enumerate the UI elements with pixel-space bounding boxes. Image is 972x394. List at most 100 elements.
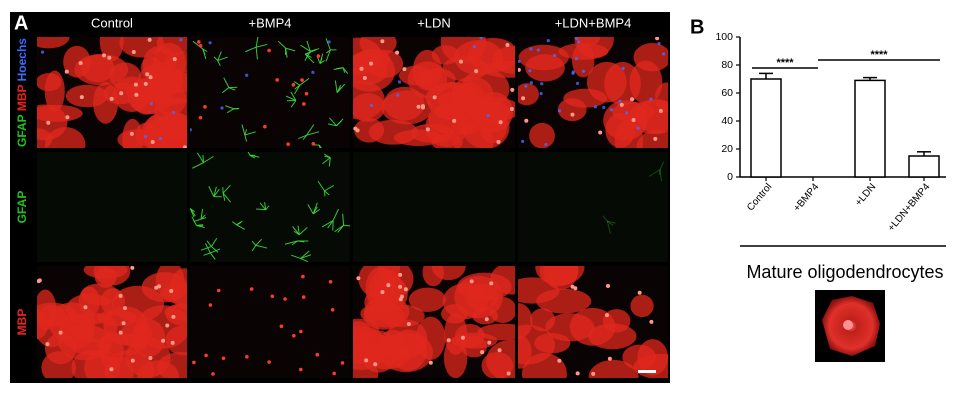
mbp-dot xyxy=(332,372,336,376)
nucleus xyxy=(537,48,540,51)
mbp-core xyxy=(429,361,433,365)
mbp-dot xyxy=(302,295,306,299)
mbp-core xyxy=(404,287,408,291)
nucleus xyxy=(159,137,162,140)
mbp-core xyxy=(144,82,148,86)
mbp-core xyxy=(83,305,87,309)
mbp-core xyxy=(134,93,138,97)
mbp-dot xyxy=(283,297,287,301)
nucleus xyxy=(540,82,543,85)
nucleus xyxy=(245,74,248,77)
gfap-process xyxy=(203,155,204,163)
nucleus xyxy=(622,67,625,70)
mbp-dot xyxy=(317,54,321,58)
mbp-core xyxy=(399,297,403,301)
mbp-core xyxy=(608,357,612,361)
mbp-dot xyxy=(204,354,208,358)
column-label: +LDN+BMP4 xyxy=(555,15,632,30)
nucleus xyxy=(528,69,531,72)
mbp-core xyxy=(46,121,50,125)
nucleus xyxy=(610,108,613,111)
x-tick-label: Control xyxy=(745,182,774,214)
micro-image xyxy=(190,37,350,148)
mbp-core xyxy=(421,104,425,108)
mbp-core xyxy=(506,43,510,47)
mbp-core xyxy=(398,273,402,277)
mbp-core xyxy=(470,279,474,283)
mbp-core xyxy=(353,127,357,131)
mbp-core xyxy=(122,321,126,325)
nucleus xyxy=(398,80,401,83)
row-label-part: GFAP xyxy=(15,191,29,224)
mbp-cell xyxy=(409,288,446,312)
significance-label: **** xyxy=(776,57,794,69)
bar xyxy=(855,80,885,177)
nucleus xyxy=(144,135,147,138)
row-label-part: GFAP xyxy=(15,114,29,147)
mbp-core xyxy=(145,72,149,76)
mbp-dot xyxy=(209,303,213,307)
mbp-dot xyxy=(250,287,254,291)
scale-bar xyxy=(638,370,656,373)
nucleus xyxy=(582,70,585,73)
mbp-core xyxy=(653,137,657,141)
mbp-core xyxy=(426,127,430,131)
mbp-cell xyxy=(93,82,118,124)
nucleus xyxy=(657,42,660,45)
mbp-cell xyxy=(81,283,119,305)
mbp-core xyxy=(402,67,406,71)
mbp-core xyxy=(119,294,123,298)
bar xyxy=(909,156,939,177)
mbp-core xyxy=(171,315,175,319)
mbp-dot xyxy=(292,83,296,87)
mbp-core xyxy=(659,109,663,113)
mbp-cell xyxy=(359,331,398,373)
mbp-dot xyxy=(299,368,303,372)
mbp-cell xyxy=(461,336,487,358)
mbp-dot xyxy=(300,78,304,82)
mbp-cell xyxy=(558,98,587,121)
mbp-core xyxy=(605,313,609,317)
mbp-core xyxy=(480,350,484,354)
mbp-core xyxy=(119,91,123,95)
mbp-dot xyxy=(302,102,306,106)
mbp-dot xyxy=(280,324,284,328)
mbp-cell xyxy=(630,295,653,317)
mbp-core xyxy=(407,322,411,326)
mbp-core xyxy=(620,103,624,107)
mbp-core xyxy=(130,266,134,270)
panel-label: B xyxy=(690,16,704,38)
mbp-cell xyxy=(622,345,656,370)
mbp-core xyxy=(107,56,111,60)
nucleus xyxy=(576,82,579,85)
x-tick-label: +LDN+BMP4 xyxy=(886,181,933,234)
mbp-cell xyxy=(154,82,187,115)
mbp-core xyxy=(45,342,49,346)
mbp-core xyxy=(499,120,503,124)
nucleus xyxy=(150,102,153,105)
nucleus xyxy=(172,111,175,114)
mbp-dot xyxy=(312,142,316,146)
mbp-core xyxy=(573,286,577,290)
nucleus xyxy=(571,72,574,75)
mbp-core xyxy=(80,95,84,99)
mbp-core xyxy=(591,372,595,376)
mbp-dot xyxy=(301,275,305,279)
nucleus xyxy=(662,52,665,55)
nucleus xyxy=(396,93,399,96)
gfap-process xyxy=(659,170,660,175)
mbp-core xyxy=(364,358,368,362)
mbp-dot xyxy=(211,372,215,376)
mbp-cell xyxy=(636,99,676,133)
mbp-core xyxy=(447,338,451,342)
nucleus xyxy=(179,38,182,41)
mbp-core xyxy=(171,341,175,345)
mbp-core xyxy=(380,39,384,43)
mbp-core xyxy=(37,279,41,283)
mbp-core xyxy=(65,70,69,74)
mbp-dot xyxy=(286,142,290,146)
row-label: MBP xyxy=(15,309,29,336)
mbp-cell xyxy=(634,43,671,71)
mbp-core xyxy=(386,283,390,287)
mbp-core xyxy=(496,140,500,144)
